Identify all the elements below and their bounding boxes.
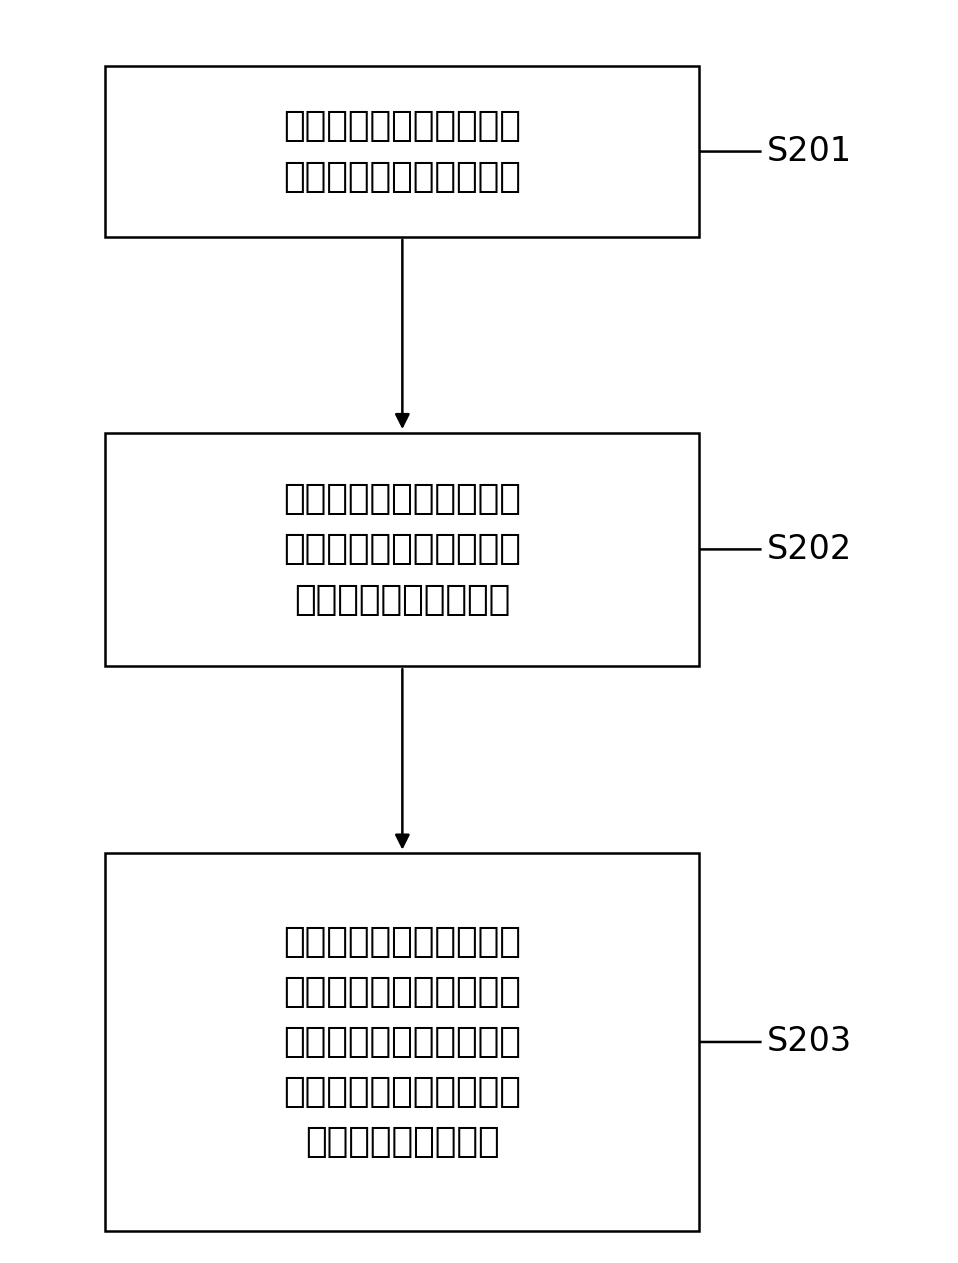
Text: 确定用于获取所述皮肤线
特征的统计分布的数据集: 确定用于获取所述皮肤线 特征的统计分布的数据集 xyxy=(284,110,521,193)
Text: S202: S202 xyxy=(766,533,852,566)
Text: 分别将所述左、右乳房感
兴趣区域中每一个像素点
的特征与所述皮肤线特征
的统计分布中相对应特征
的分布百分比值相乘: 分别将所述左、右乳房感 兴趣区域中每一个像素点 的特征与所述皮肤线特征 的统计分… xyxy=(284,925,521,1159)
Bar xyxy=(105,66,699,237)
Bar xyxy=(105,853,699,1231)
Bar xyxy=(105,432,699,667)
Text: S203: S203 xyxy=(766,1026,852,1058)
Text: 基于所述数据集中乳房皮
肤线的位置和特征，得到
皮肤线特征的统计分布: 基于所述数据集中乳房皮 肤线的位置和特征，得到 皮肤线特征的统计分布 xyxy=(284,482,521,616)
Text: S201: S201 xyxy=(766,135,852,168)
